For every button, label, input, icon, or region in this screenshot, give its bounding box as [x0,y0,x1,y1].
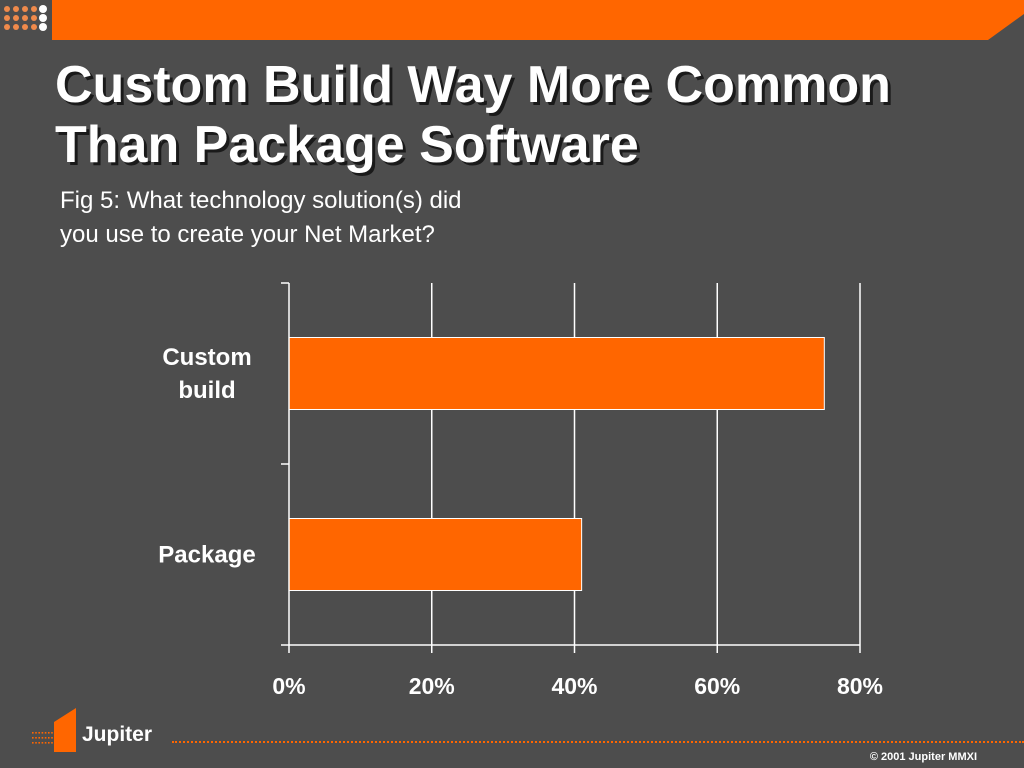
figure-caption-line-1: Fig 5: What technology solution(s) did [60,187,462,214]
chart-tick-labels: 0% 20% 40% 60% 80% [272,673,883,699]
slide-title-line-2: Than Package Software [55,116,639,174]
jupiter-logo-icon [32,708,76,752]
x-tick-label: 60% [694,673,740,699]
category-label: Package [158,542,255,569]
dot-grid-logo-icon [4,5,47,31]
footer-brand-name: Jupiter [82,723,153,746]
bar [288,337,825,410]
top-header-bar [4,0,1024,40]
bar [288,518,583,591]
chart-axes [281,282,861,653]
footer-divider [172,741,1024,743]
x-tick-label: 40% [551,673,597,699]
category-label: Custom build [162,344,251,404]
slide-title: Custom Build Way More Common Than Packag… [55,55,1005,175]
figure-caption: Fig 5: What technology solution(s) did y… [60,184,462,252]
x-tick-label: 80% [837,673,883,699]
chart-category-labels: Custom build Package [158,344,255,569]
copyright-notice: © 2001 Jupiter MMXI [869,751,977,763]
figure-caption-line-2: you use to create your Net Market? [60,221,435,248]
x-tick-label: 20% [409,673,455,699]
chart-bars [288,337,825,591]
x-tick-label: 0% [272,673,305,699]
slide-title-line-1: Custom Build Way More Common [55,56,891,114]
